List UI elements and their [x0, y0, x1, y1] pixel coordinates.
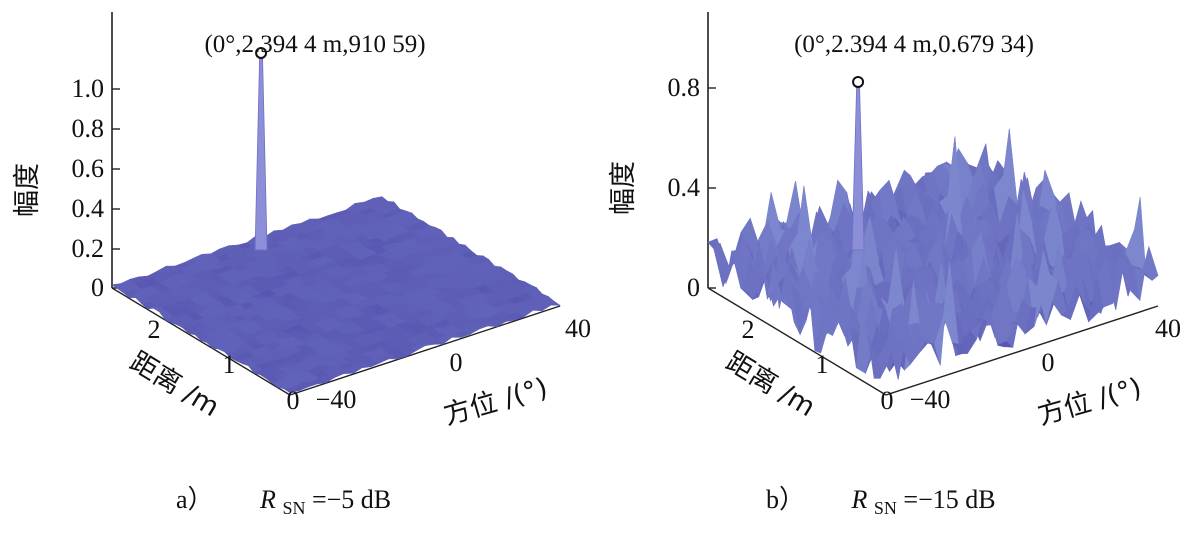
chart-a-z-tick-label: 0.2 — [72, 234, 105, 263]
chart-a-z-tick-label: 0.4 — [72, 194, 105, 223]
chart-a-peak-group — [254, 46, 268, 251]
peak-spike — [851, 87, 865, 251]
peak-marker — [255, 46, 268, 59]
surface-patch — [1142, 245, 1159, 281]
chart-b-z-label: 幅度 — [608, 161, 639, 215]
surface-patch — [544, 300, 562, 306]
chart-a: 1.0 0.8 0.6 0.4 0.2 0 幅度 0 1 2 距离 /m −40… — [12, 12, 591, 520]
chart-a-x-label: 方位 /(°) — [440, 372, 551, 431]
chart-b-caption-value: =−15 dB — [903, 485, 995, 514]
chart-b-x-tick-label: 40 — [1155, 314, 1181, 343]
chart-b-z-tick-label: 0.4 — [668, 173, 701, 202]
chart-a-caption: a） R SN =−5 dB — [176, 485, 391, 520]
chart-b-x-tick-label: −40 — [910, 385, 951, 414]
chart-a-z-tick-label: 0.8 — [72, 114, 105, 143]
chart-a-x-axis — [289, 305, 561, 396]
chart-a-surface — [111, 196, 562, 394]
chart-b-caption-subscript: SN — [874, 498, 897, 518]
chart-b: 0.8 0.4 0 幅度 0 1 2 距离 /m −40 0 40 方位 /(°… — [608, 12, 1181, 520]
peak-marker — [852, 75, 865, 88]
chart-a-z-tick-label: 0 — [91, 273, 104, 302]
chart-a-caption-symbol: R — [259, 485, 276, 514]
chart-a-x-tick-label: 0 — [450, 348, 463, 377]
chart-a-y-tick-label: 2 — [148, 315, 161, 344]
chart-a-z-tickmarks — [112, 88, 120, 289]
chart-b-y-tick-label: 0 — [881, 386, 894, 415]
peak-spike — [254, 58, 268, 251]
chart-a-z-label: 幅度 — [12, 163, 43, 217]
chart-b-z-tickmarks — [708, 87, 716, 289]
chart-b-x-axis — [885, 305, 1159, 396]
chart-a-x-tick-label: 40 — [565, 314, 591, 343]
chart-a-y-tick-label: 1 — [223, 350, 236, 379]
chart-b-peak-group — [851, 75, 865, 251]
chart-b-y-tick-label: 1 — [816, 350, 829, 379]
chart-b-caption: b） R SN =−15 dB — [766, 485, 996, 520]
chart-a-y-label: 距离 /m — [124, 346, 224, 423]
chart-a-y-axis — [111, 287, 291, 396]
chart-b-panel-label: b） — [766, 485, 805, 514]
chart-b-y-label: 距离 /m — [720, 346, 820, 423]
chart-a-panel-label: a） — [176, 485, 214, 514]
chart-b-y-axis — [707, 287, 887, 396]
chart-b-z-tick-label: 0 — [687, 273, 700, 302]
chart-b-x-tick-label: 0 — [1042, 348, 1055, 377]
chart-b-surface — [707, 128, 1159, 380]
chart-a-peak-annotation: (0°,2.394 4 m,910 59) — [204, 31, 425, 58]
chart-b-x-label: 方位 /(°) — [1034, 372, 1145, 431]
chart-b-peak-annotation: (0°,2.394 4 m,0.679 34) — [794, 31, 1034, 58]
chart-b-y-tick-label: 2 — [742, 315, 755, 344]
chart-a-z-tick-label: 0.6 — [72, 154, 105, 183]
chart-a-y-tick-label: 0 — [287, 386, 300, 415]
chart-a-caption-subscript: SN — [282, 498, 305, 518]
chart-b-z-tick-label: 0.8 — [668, 73, 701, 102]
chart-a-z-tick-label: 1.0 — [72, 74, 105, 103]
chart-a-caption-value: =−5 dB — [312, 485, 391, 514]
chart-b-caption-symbol: R — [851, 485, 868, 514]
chart-a-x-tick-label: −40 — [316, 385, 357, 414]
